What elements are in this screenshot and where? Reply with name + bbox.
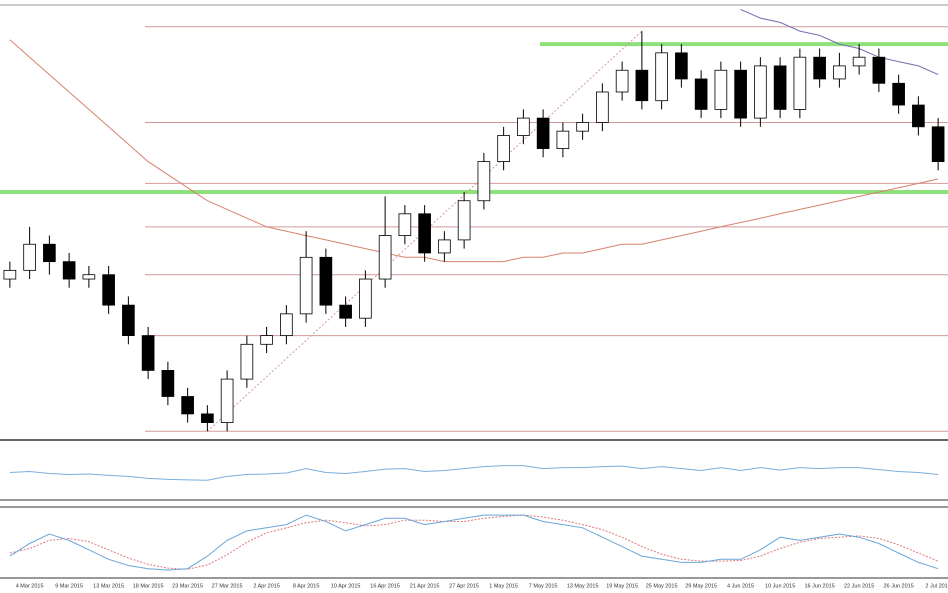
x-tick-label: 19 May 2015	[606, 583, 638, 589]
candle-body	[497, 135, 510, 163]
candle-body	[793, 56, 807, 110]
candle-body	[556, 130, 570, 149]
candle-body	[635, 69, 649, 102]
x-tick-label: 13 May 2015	[567, 583, 599, 589]
candle-body	[141, 335, 155, 371]
x-tick-label: 7 May 2015	[529, 583, 558, 589]
x-tick-label: 18 Mar 2015	[133, 583, 164, 589]
candle-body	[82, 274, 96, 280]
candle-body	[754, 65, 767, 119]
candle-body	[517, 117, 530, 136]
candle-body	[892, 82, 905, 106]
x-tick-label: 9 Mar 2015	[55, 583, 83, 589]
candle-body	[655, 52, 668, 102]
x-tick-label: 27 Mar 2015	[212, 583, 243, 589]
x-tick-label: 10 Apr 2015	[331, 583, 361, 589]
moving-average	[9, 39, 939, 263]
x-tick-label: 4 Jun 2015	[727, 583, 754, 589]
candle-body	[418, 213, 431, 254]
fib-diagonal	[207, 30, 643, 432]
candle-body	[181, 396, 194, 415]
x-tick-label: 21 Apr 2015	[410, 583, 440, 589]
candle-body	[477, 161, 491, 202]
candle-body	[438, 239, 451, 254]
candle-body	[378, 235, 392, 280]
x-tick-label: 2 Apr 2015	[253, 583, 280, 589]
x-tick-label: 4 Mar 2015	[16, 583, 44, 589]
candle-body	[201, 413, 214, 423]
candle-body	[339, 304, 352, 319]
candle-body	[43, 243, 56, 263]
stochastic-d	[9, 514, 939, 570]
x-tick-label: 25 May 2015	[646, 583, 678, 589]
x-tick-label: 16 Jun 2015	[804, 583, 834, 589]
x-tick-label: 16 Apr 2015	[370, 583, 400, 589]
x-tick-label: 8 Apr 2015	[293, 583, 320, 589]
rsi-line	[9, 465, 939, 481]
candle-body	[615, 69, 629, 93]
candle-body	[299, 256, 313, 315]
candle-body	[260, 335, 273, 345]
x-tick-label: 1 May 2015	[489, 583, 518, 589]
candle-body	[813, 56, 826, 80]
candle-body	[931, 126, 945, 163]
candle-body	[734, 69, 747, 119]
candle-body	[359, 278, 372, 319]
candle-body	[872, 56, 886, 84]
stochastic-k	[9, 514, 939, 571]
candle-body	[3, 269, 17, 280]
candle-body	[319, 256, 333, 306]
candle-body	[220, 378, 234, 424]
candle-body	[773, 65, 787, 110]
candle-body	[714, 69, 728, 110]
candle-body	[457, 200, 471, 241]
x-tick-label: 23 Mar 2015	[172, 583, 203, 589]
x-tick-label: 27 Apr 2015	[449, 583, 479, 589]
candle-body	[852, 56, 866, 67]
x-tick-label: 13 Mar 2015	[93, 583, 124, 589]
trendline	[740, 8, 939, 76]
candle-body	[240, 343, 254, 380]
candle-body	[102, 274, 115, 306]
candle-body	[596, 91, 609, 123]
x-tick-label: 26 Jun 2015	[883, 583, 913, 589]
candle-body	[23, 243, 36, 271]
candle-body	[694, 78, 708, 110]
candle-body	[161, 369, 175, 397]
candle-body	[675, 52, 688, 80]
x-tick-label: 10 Jun 2015	[765, 583, 795, 589]
x-tick-label: 29 May 2015	[685, 583, 717, 589]
candle-body	[62, 261, 76, 280]
candle-body	[576, 122, 589, 132]
candle-body	[122, 304, 135, 336]
x-tick-label: 22 Jun 2015	[844, 583, 874, 589]
candle-body	[398, 213, 412, 236]
candle-body	[280, 313, 293, 337]
x-tick-label: 2 Jul 2015	[925, 583, 948, 589]
candle-body	[912, 104, 925, 128]
candle-body	[833, 65, 846, 80]
candle-body	[536, 117, 550, 149]
